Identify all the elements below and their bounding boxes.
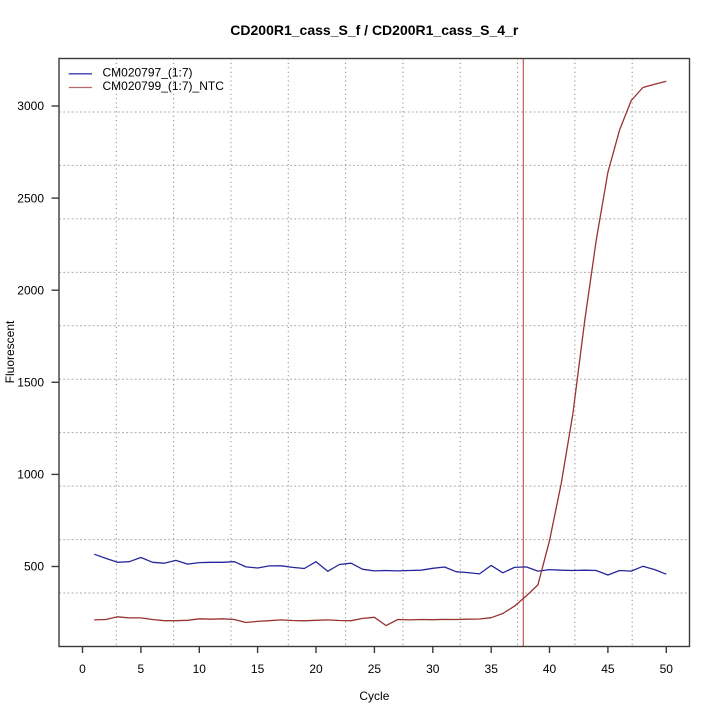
svg-text:25: 25 [368, 662, 382, 676]
svg-text:2500: 2500 [17, 191, 44, 205]
svg-text:15: 15 [251, 662, 265, 676]
svg-text:0: 0 [79, 662, 86, 676]
svg-text:CD200R1_cass_S_f / CD200R1_cas: CD200R1_cass_S_f / CD200R1_cass_S_4_r [230, 22, 519, 38]
svg-text:45: 45 [601, 662, 615, 676]
svg-text:20: 20 [309, 662, 323, 676]
svg-text:Fluorescent: Fluorescent [3, 320, 17, 383]
svg-text:1000: 1000 [17, 468, 44, 482]
svg-text:30: 30 [426, 662, 440, 676]
svg-text:2000: 2000 [17, 283, 44, 297]
svg-text:500: 500 [24, 560, 44, 574]
svg-text:3000: 3000 [17, 99, 44, 113]
svg-text:10: 10 [193, 662, 207, 676]
svg-text:CM020797_(1:7): CM020797_(1:7) [103, 66, 193, 80]
svg-text:1500: 1500 [17, 376, 44, 390]
svg-text:Cycle: Cycle [359, 689, 389, 703]
svg-text:35: 35 [485, 662, 499, 676]
svg-text:5: 5 [138, 662, 145, 676]
svg-text:50: 50 [660, 662, 674, 676]
svg-text:40: 40 [543, 662, 557, 676]
svg-text:CM020799_(1:7)_NTC: CM020799_(1:7)_NTC [103, 79, 225, 93]
